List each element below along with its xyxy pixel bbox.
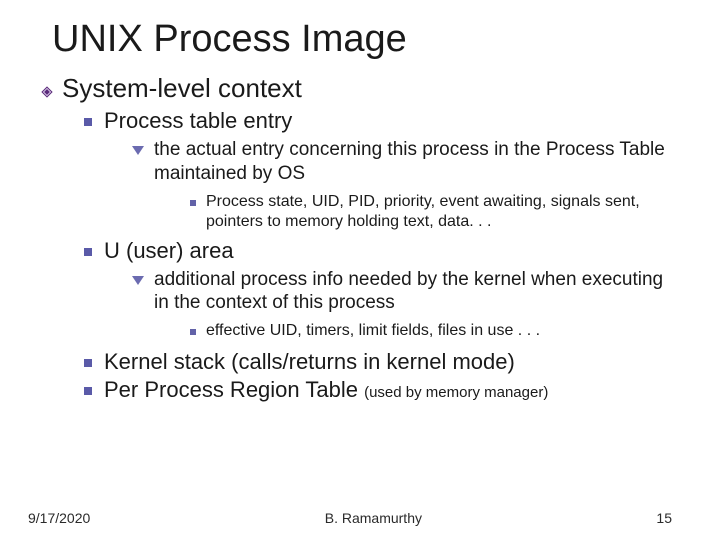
diamond-icon <box>40 85 54 99</box>
pte-detail: Process state, UID, PID, priority, event… <box>206 192 680 232</box>
kstack-label: Kernel stack (calls/returns in kernel mo… <box>104 349 680 375</box>
level4-item-uarea-detail: effective UID, timers, limit fields, fil… <box>190 321 680 341</box>
level1-item: System-level context <box>40 73 680 104</box>
square-bullet-icon <box>190 200 196 206</box>
pprt-paren: (used by memory manager) <box>364 384 548 401</box>
level2-item-kstack: Kernel stack (calls/returns in kernel mo… <box>84 349 680 375</box>
uarea-sub: additional process info needed by the ke… <box>154 268 680 316</box>
uarea-label: U (user) area <box>104 238 680 264</box>
square-bullet-icon <box>190 329 196 335</box>
triangle-bullet-icon <box>132 276 144 285</box>
pte-sub: the actual entry concerning this process… <box>154 138 680 186</box>
pte-label: Process table entry <box>104 108 680 134</box>
square-bullet-icon <box>84 387 92 395</box>
level2-item-uarea: U (user) area <box>84 238 680 264</box>
level3-item-uarea-sub: additional process info needed by the ke… <box>132 268 680 316</box>
l1-text: System-level context <box>62 73 680 104</box>
triangle-bullet-icon <box>132 146 144 155</box>
slide: UNIX Process Image System-level context … <box>0 0 720 540</box>
level4-item-pte-detail: Process state, UID, PID, priority, event… <box>190 192 680 232</box>
square-bullet-icon <box>84 118 92 126</box>
level3-item-pte-sub: the actual entry concerning this process… <box>132 138 680 186</box>
level2-item-pte: Process table entry <box>84 108 680 134</box>
uarea-detail: effective UID, timers, limit fields, fil… <box>206 321 680 341</box>
footer: 9/17/2020 B. Ramamurthy 15 <box>0 510 720 526</box>
footer-date: 9/17/2020 <box>28 510 90 526</box>
pprt-label: Per Process Region Table (used by memory… <box>104 377 680 403</box>
pprt-main: Per Process Region Table <box>104 377 364 402</box>
footer-author: B. Ramamurthy <box>325 510 422 526</box>
level2-item-pprt: Per Process Region Table (used by memory… <box>84 377 680 403</box>
square-bullet-icon <box>84 359 92 367</box>
square-bullet-icon <box>84 248 92 256</box>
slide-title: UNIX Process Image <box>52 18 680 61</box>
footer-page: 15 <box>656 510 672 526</box>
